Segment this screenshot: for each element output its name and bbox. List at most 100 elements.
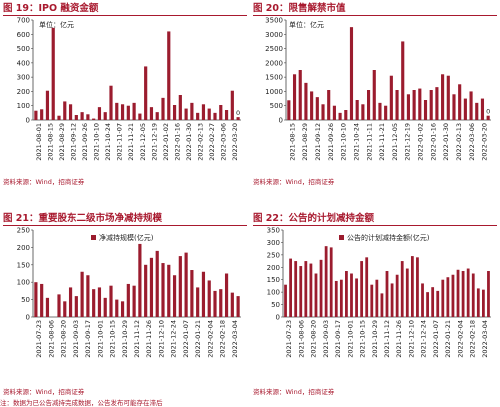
bar [327, 90, 331, 120]
bar [390, 283, 394, 317]
bar [201, 104, 206, 120]
bar [236, 296, 240, 317]
bar [412, 90, 416, 120]
bar [365, 257, 369, 317]
bar [74, 115, 78, 120]
bar [395, 274, 399, 317]
bar [345, 271, 348, 317]
x-tick-label: 2021-11-12 [133, 320, 141, 358]
x-tick-label: 2021-09-03 [322, 320, 330, 358]
bar [299, 266, 303, 317]
bar [236, 117, 240, 120]
bar [132, 285, 136, 317]
bar [469, 91, 473, 120]
chart-title: 图 21：重要股东二级市场净减持规模 [3, 213, 163, 224]
bar [34, 282, 38, 317]
source-note: 资料来源：Wind，招商证券 [253, 388, 335, 396]
bar [149, 257, 154, 317]
chart-panel-net-reduction: 图 21：重要股东二级市场净减持规模 0 50 100 150 200 250 2021-0… [3, 210, 247, 396]
bar [418, 88, 422, 120]
bar [167, 31, 171, 120]
bar [86, 275, 90, 317]
x-tick-label: 2021-09-12 [314, 123, 322, 161]
bar [149, 107, 154, 120]
y-tick-label: 0 [279, 117, 283, 125]
chart-title: 图 20：限售解禁市值 [253, 3, 346, 14]
bar [178, 256, 182, 317]
x-tick-label: 2022-01-30 [442, 123, 450, 161]
bar [344, 110, 348, 120]
x-tick-label: 2021-08-01 [35, 123, 43, 161]
bar [466, 268, 470, 317]
bar [421, 283, 424, 317]
x-tick-label: 2021-10-01 [346, 320, 354, 358]
bar [405, 268, 409, 317]
y-tick-label: 400 [17, 59, 30, 67]
x-tick-label: 2021-12-24 [170, 320, 178, 358]
y-tick-label: 300 [17, 74, 30, 82]
bar [463, 98, 467, 120]
y-tick-label: 150 [17, 261, 30, 269]
bar [446, 277, 450, 317]
x-tick-label: 2021-10-29 [121, 320, 129, 358]
x-tick-label: 2021-09-17 [84, 320, 92, 358]
bar [172, 275, 177, 317]
y-tick-label: 600 [17, 31, 30, 39]
y-tick-label: 500 [270, 102, 283, 110]
y-tick-label: 50 [271, 301, 280, 309]
bar [452, 94, 456, 120]
bar [435, 87, 439, 120]
x-tick-label: 2021-10-01 [96, 320, 104, 358]
x-tick-label: 2021-10-15 [359, 320, 367, 358]
x-tick-label: 2021-08-15 [46, 123, 54, 161]
x-tick-label: 2022-01-21 [194, 320, 202, 358]
bar [361, 104, 365, 120]
x-tick-label: 2021-12-19 [404, 123, 412, 161]
bar [45, 297, 50, 317]
y-tick-label: 100 [267, 289, 280, 297]
x-tick-label: 2021-08-20 [310, 320, 318, 358]
bar [304, 82, 308, 120]
y-tick-label: 0 [26, 314, 30, 322]
bar [184, 252, 188, 317]
bar [126, 105, 130, 120]
bar [431, 287, 435, 317]
bar [446, 75, 450, 120]
legend-swatch [339, 235, 344, 240]
x-tick-label: 2021-11-21 [378, 123, 386, 161]
bar [380, 293, 384, 317]
x-tick-label: 2022-01-02 [162, 123, 170, 161]
y-tick-label: 200 [267, 264, 280, 272]
bar [375, 279, 379, 317]
x-tick-label: 2021-10-15 [109, 320, 117, 358]
bar [161, 97, 165, 120]
x-tick-label: 2021-12-24 [420, 320, 428, 358]
x-tick-label: 2022-03-04 [231, 320, 239, 358]
title-divider [253, 225, 497, 227]
bar [324, 246, 328, 317]
bar [86, 114, 90, 120]
bar [287, 100, 291, 120]
bar [416, 257, 419, 317]
x-tick-label: 2021-09-17 [334, 320, 342, 358]
bar [360, 261, 364, 317]
bar [349, 27, 354, 120]
bar [115, 102, 119, 120]
chart-title: 图 19：IPO 融资金额 [3, 3, 99, 14]
x-tick-label: 2021-12-05 [139, 123, 147, 161]
bar [298, 70, 302, 120]
bar [385, 271, 389, 317]
title-divider [253, 15, 497, 17]
bar [410, 256, 414, 317]
bar [109, 285, 113, 317]
x-tick-label: 2022-01-16 [173, 123, 181, 161]
bar [213, 290, 217, 317]
unit-label: 单位：亿元 [289, 20, 324, 29]
bar [51, 27, 55, 120]
bar [332, 105, 336, 120]
bar [80, 112, 84, 120]
x-tick-label: 2021-08-06 [297, 320, 305, 358]
bar [224, 273, 229, 317]
bar [370, 284, 374, 317]
bar [63, 301, 67, 317]
